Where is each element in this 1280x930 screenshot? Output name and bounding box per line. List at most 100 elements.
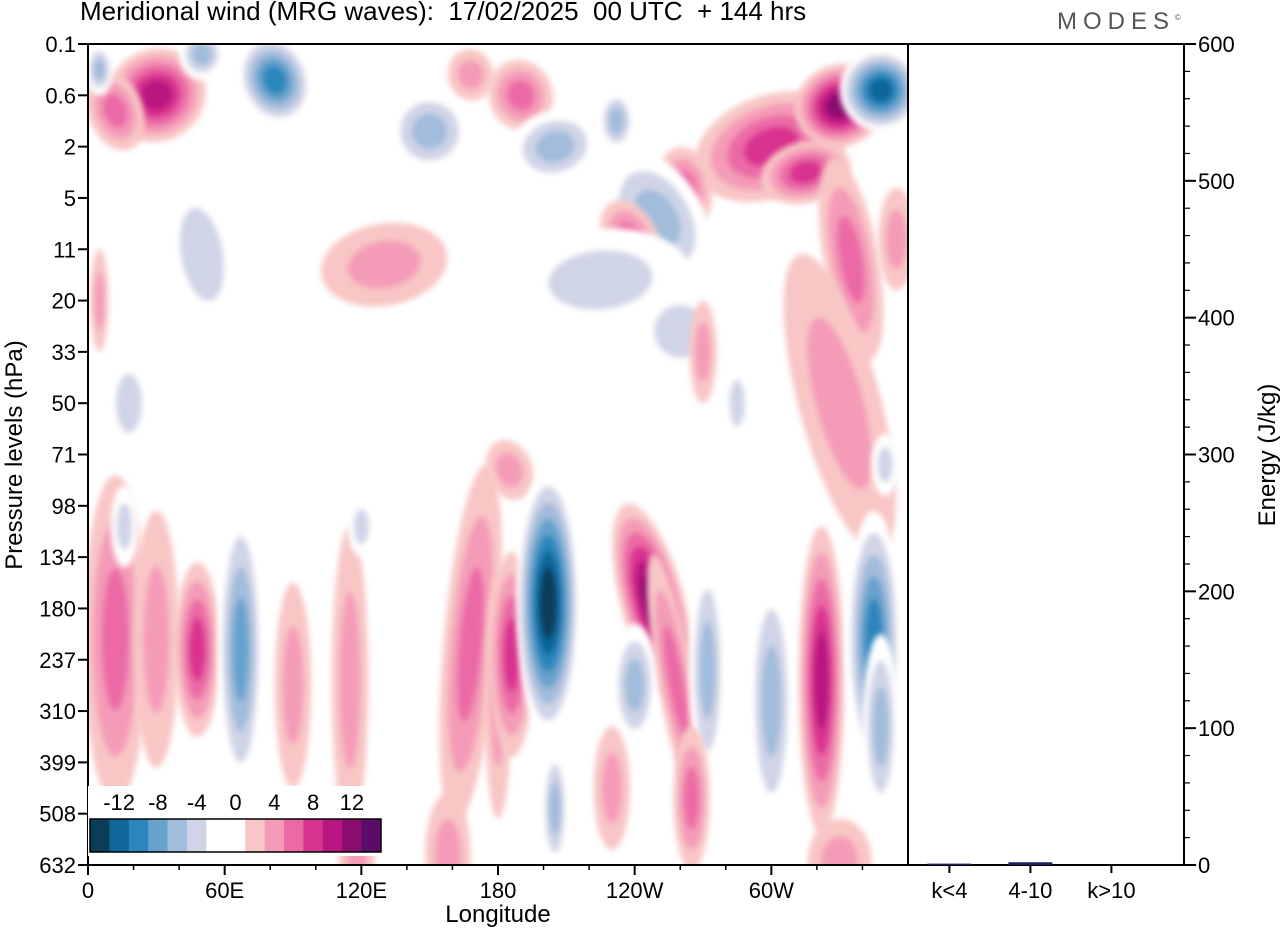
field-feature [488,551,535,758]
field-feature [516,469,580,737]
colorbar-cell [361,819,382,852]
field-feature [509,109,600,184]
colorbar-cell [187,819,207,852]
colorbar-label: 4 [268,790,280,815]
energy-bar [1008,862,1053,865]
contour-band [143,565,170,713]
energy-tick-label: 100 [1198,716,1235,741]
colorbar-label: 0 [229,790,241,815]
energy-tick-label: 400 [1198,306,1235,331]
contour-band [886,209,908,269]
contour-band [411,113,448,150]
colorbar-label: -4 [187,790,207,815]
contour-band [729,379,746,427]
contour-band [821,836,858,865]
y-tick-label: 508 [39,802,76,827]
y-tick-label: 5 [64,186,76,211]
colorbar-cell [90,819,110,852]
contour-band [339,591,361,769]
y-tick-label: 98 [52,494,76,519]
colorbar-cell [109,819,130,852]
colorbar-cell [284,819,304,852]
field-feature [878,187,908,291]
field-feature [689,300,717,404]
colorbar-cell [245,819,266,852]
field-feature [673,726,710,865]
colorbar-label: -12 [103,790,135,815]
brand-logo: MODES© [1057,8,1181,36]
field-feature [447,49,494,101]
contour-band [282,626,304,745]
field-feature [723,362,751,445]
energy-category-label: k<4 [931,878,967,903]
contour-band [506,79,535,111]
contour-band [115,373,143,433]
contour-band [503,617,520,692]
brand-text: MODES [1057,8,1176,35]
field-feature [133,510,180,768]
energy-bar [927,863,972,865]
colorbar-label: 12 [340,790,364,815]
field-feature [163,173,241,336]
field-feature [179,44,225,80]
field-feature [388,90,471,173]
contour-band [94,271,105,331]
y-tick-label: 632 [39,853,76,878]
contour-band [353,508,370,545]
colorbar-cell [303,819,324,852]
field-feature [862,634,899,819]
contour-band [457,566,485,722]
y-tick-label: 71 [52,443,76,468]
field-feature [110,485,139,568]
colorbar-cell [128,819,149,852]
energy-tick-label: 0 [1198,853,1210,878]
y-tick-label: 310 [39,699,76,724]
contour-band [877,447,894,483]
energy-bars: k<4 4-10 k>10 [927,862,1136,903]
y-tick-label: 20 [52,289,76,314]
y-tick-label: 50 [52,391,76,416]
field-feature [798,526,845,835]
field-feature [425,793,471,865]
y-axis-title: Pressure levels (hPa) [1,340,28,569]
field-feature [174,562,221,737]
field-feature [90,249,109,352]
contour-band [539,567,557,640]
field-feature [485,439,534,500]
energy-axis-title: Energy (J/kg) [1254,384,1280,527]
contour-band [608,107,625,135]
y-tick-label: 33 [52,340,76,365]
contour-band [814,631,829,730]
y-tick-label: 0.1 [45,32,76,57]
colorbar-cell [342,819,363,852]
contour-band [695,322,711,382]
contour-band [699,621,716,719]
contour-band [495,452,524,488]
energy-category-label: 4-10 [1008,878,1052,903]
x-axis-title: Longitude [445,901,550,928]
field-feature [593,726,631,850]
contour-band [179,207,225,302]
x-tick-label: 0 [82,878,94,903]
contour-band [683,767,700,830]
field-feature [818,158,884,361]
longitude-axis: 0 60E 120E 180 120W 60W [82,865,864,903]
pressure-axis: 0.1 0.6 2 5 11 20 33 50 71 98 134 180 237 310 399 508 63… [39,32,88,878]
field-feature [598,90,635,152]
contour-band [548,250,653,310]
colorbar: -12 -8 -4 0 4 8 12 [88,786,385,856]
field-feature [88,44,114,96]
field-feature [347,495,376,558]
field-feature [331,526,369,835]
field-feature [217,505,264,794]
x-tick-label: 60W [749,878,794,903]
contour-band [116,502,133,550]
contour-band [192,44,212,66]
y-tick-label: 180 [39,596,76,621]
field-feature [783,254,896,553]
field-feature [871,433,899,496]
energy-axis: 0 100 200 300 400 500 600 [1184,32,1235,878]
energy-tick-label: 600 [1198,32,1235,57]
brand-mark: © [1175,13,1181,22]
contour-band [93,58,106,81]
